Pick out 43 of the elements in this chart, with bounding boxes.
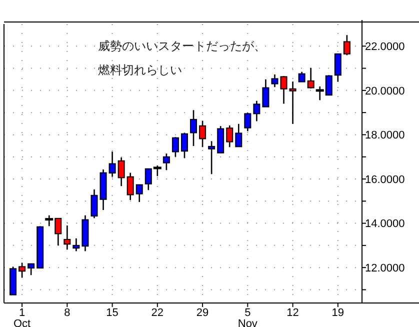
x-tick-label: 19 <box>332 307 344 319</box>
candlestick <box>90 188 98 219</box>
candlestick <box>118 156 125 187</box>
x-tick-label: 22 <box>151 307 164 319</box>
candlestick <box>64 224 71 250</box>
candlestick <box>190 109 198 147</box>
x-tick-label: 15 <box>106 307 118 319</box>
candlestick <box>271 74 278 88</box>
x-tick-label: 12 <box>286 307 299 319</box>
candlestick <box>262 78 270 108</box>
annotation: 威勢のいいスタートだったが、 <box>98 39 266 53</box>
y-tick-label: 16.0000 <box>365 174 405 186</box>
y-tick-label: 18.0000 <box>365 130 405 142</box>
x-tick-label: 29 <box>196 307 209 319</box>
candlestick <box>235 123 242 148</box>
x-tick-label: 8 <box>64 307 70 319</box>
candlestick <box>136 184 143 203</box>
candlestick <box>72 238 80 252</box>
candlestick <box>298 71 306 82</box>
candlestick <box>172 136 179 158</box>
x-tick-label: 1 Oct <box>13 307 31 327</box>
candlestick <box>280 75 288 104</box>
candlestick <box>162 152 170 171</box>
candlestick <box>343 34 350 56</box>
y-tick-label: 14.0000 <box>365 218 405 230</box>
x-tick-label: 5 Nov <box>238 307 258 327</box>
y-tick-label: 20.0000 <box>365 85 405 98</box>
annotation: 燃料切れらしい <box>98 63 182 77</box>
candlestick <box>244 112 252 132</box>
candlestick <box>126 172 134 201</box>
candlestick <box>28 263 35 276</box>
candlestick <box>253 100 260 122</box>
candlestick <box>208 140 216 175</box>
candlestick <box>226 124 234 148</box>
y-tick-label: 22.0000 <box>365 40 405 53</box>
candlestick <box>334 53 342 82</box>
candlestick <box>18 262 26 278</box>
candlestick <box>289 80 296 125</box>
candlestick <box>307 67 314 90</box>
candlestick <box>180 132 188 159</box>
y-tick-label: 12.0000 <box>365 262 405 274</box>
candlestick <box>108 150 116 178</box>
candlestick <box>199 120 206 148</box>
